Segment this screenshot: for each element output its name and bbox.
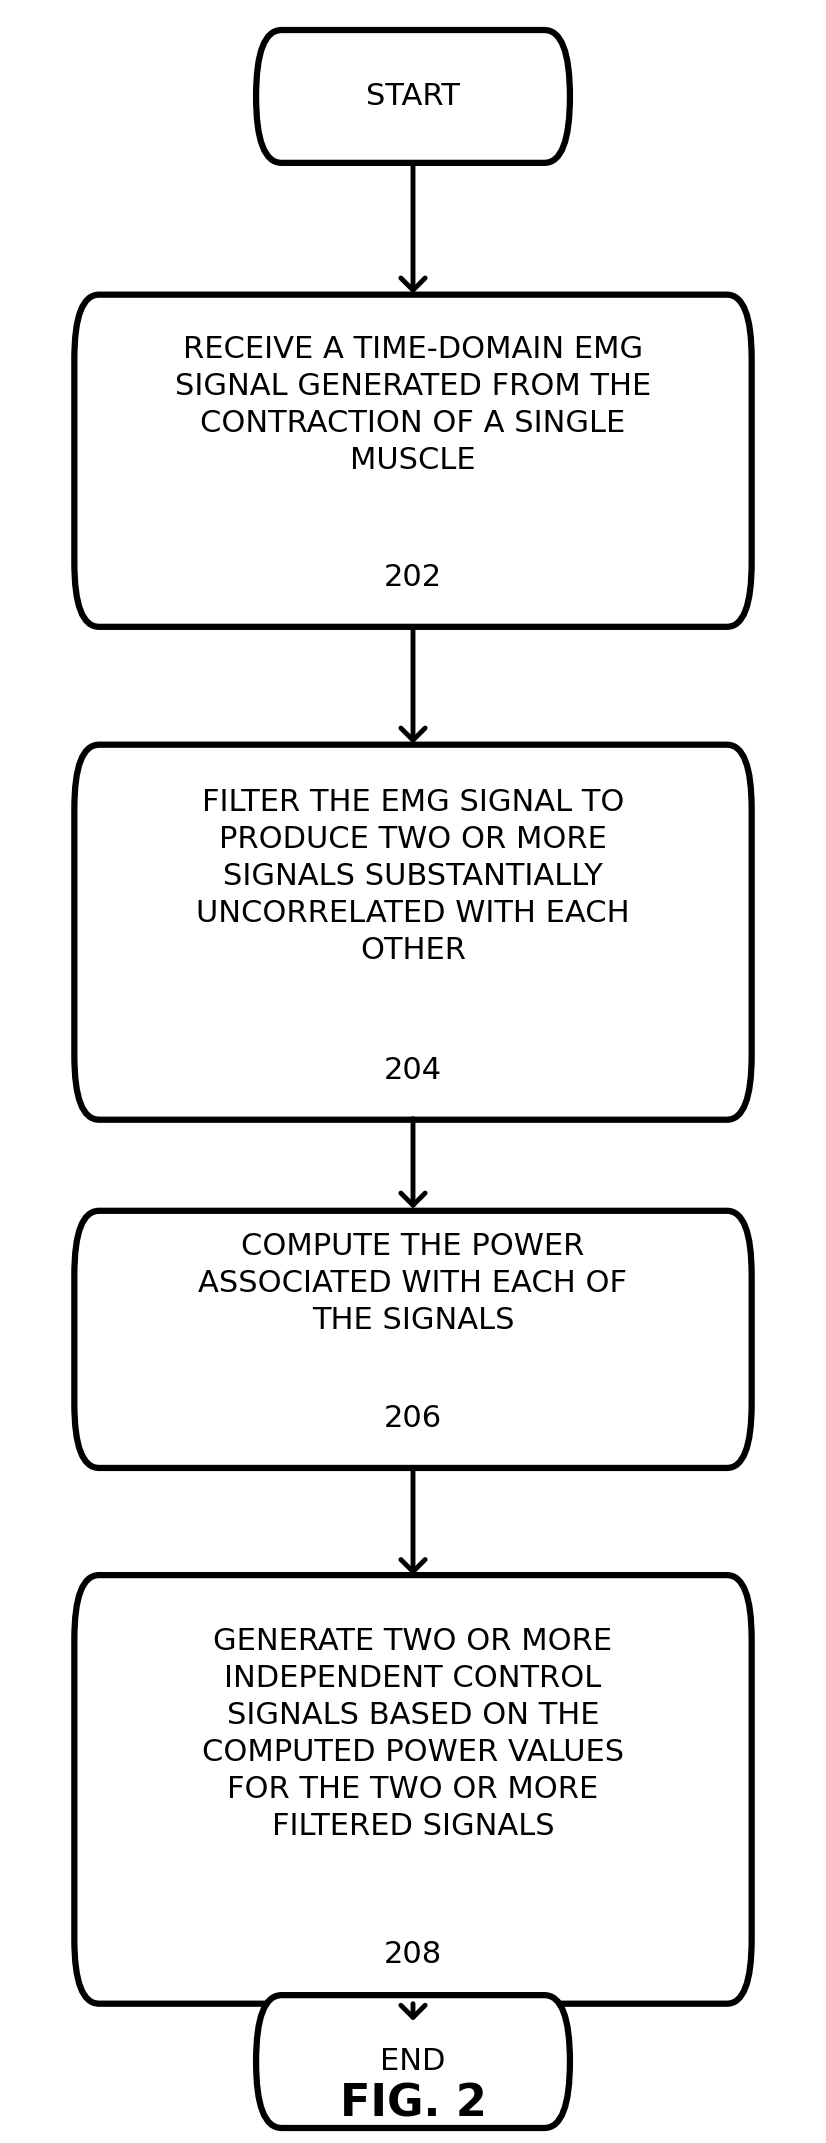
FancyBboxPatch shape	[256, 30, 570, 163]
Text: 204: 204	[384, 1056, 442, 1084]
Text: 206: 206	[384, 1404, 442, 1434]
FancyBboxPatch shape	[74, 294, 752, 626]
Text: RECEIVE A TIME-DOMAIN EMG
SIGNAL GENERATED FROM THE
CONTRACTION OF A SINGLE
MUSC: RECEIVE A TIME-DOMAIN EMG SIGNAL GENERAT…	[175, 334, 651, 476]
FancyBboxPatch shape	[74, 1575, 752, 2004]
Text: START: START	[366, 81, 460, 111]
FancyBboxPatch shape	[256, 1995, 570, 2128]
Text: FILTER THE EMG SIGNAL TO
PRODUCE TWO OR MORE
SIGNALS SUBSTANTIALLY
UNCORRELATED : FILTER THE EMG SIGNAL TO PRODUCE TWO OR …	[197, 789, 629, 964]
FancyBboxPatch shape	[74, 1211, 752, 1468]
Text: END: END	[380, 2047, 446, 2077]
Text: COMPUTE THE POWER
ASSOCIATED WITH EACH OF
THE SIGNALS: COMPUTE THE POWER ASSOCIATED WITH EACH O…	[198, 1232, 628, 1335]
Text: 208: 208	[384, 1939, 442, 1969]
FancyBboxPatch shape	[74, 746, 752, 1121]
Text: 202: 202	[384, 564, 442, 591]
Text: FIG. 2: FIG. 2	[339, 2083, 487, 2126]
Text: GENERATE TWO OR MORE
INDEPENDENT CONTROL
SIGNALS BASED ON THE
COMPUTED POWER VAL: GENERATE TWO OR MORE INDEPENDENT CONTROL…	[202, 1627, 624, 1841]
